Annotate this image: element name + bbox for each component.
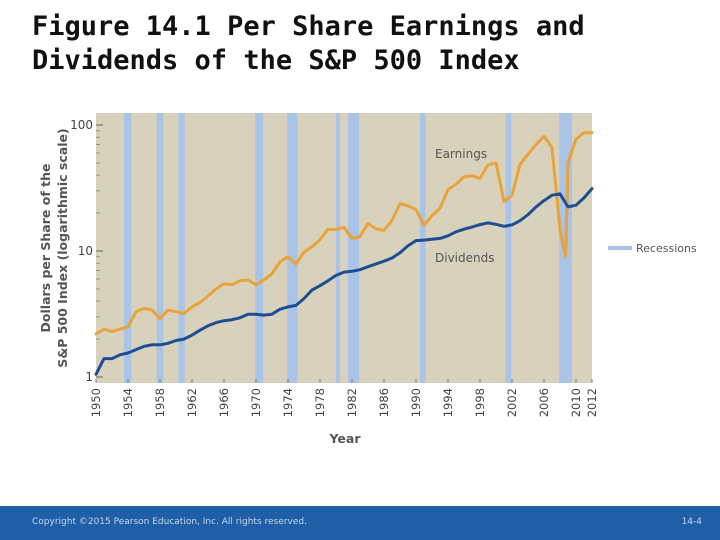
x-tick-label: 1974 [281,388,295,417]
recession-band [124,113,132,383]
y-tick-label: 100 [70,118,93,132]
x-axis-label: Year [329,431,362,446]
y-axis: 1 10 100 [70,118,103,384]
x-tick-label: 1990 [409,388,423,417]
recession-band [156,113,164,383]
series-line-dividends [94,187,594,376]
x-tick-label: 1966 [217,388,231,417]
footer-bar: Copyright ©2015 Pearson Education, Inc. … [0,506,720,540]
x-tick-label: 1970 [249,388,263,417]
x-tick-label: 1982 [345,388,359,417]
copyright-notice: Copyright ©2015 Pearson Education, Inc. … [32,517,307,527]
recession-band [505,113,512,383]
legend: Recessions [608,242,697,255]
page-number: 14-4 [681,517,702,527]
legend-label: Recessions [636,242,697,255]
slide-title: Figure 14.1 Per Share Earnings and Divid… [32,11,585,76]
series-line-earnings [94,131,594,336]
recession-band [178,113,185,383]
recession-band [348,113,360,383]
x-tick-label: 2012 [585,388,599,417]
x-tick-label: 1994 [441,388,455,417]
series-label-earnings: Earnings [435,147,487,161]
x-tick-label: 1958 [153,388,167,417]
x-tick-label: 2006 [537,388,551,417]
series-lines [94,131,594,376]
x-tick-label: 1986 [377,388,391,417]
x-tick-label: 1954 [121,388,135,417]
recession-band [336,113,340,383]
recession-band [420,113,426,383]
y-axis-label: Dollars per Share of the S&P 500 Index (l… [38,128,70,367]
x-tick-label: 1962 [185,388,199,417]
x-tick-label: 1978 [313,388,327,417]
x-tick-label: 2010 [569,388,583,417]
y-tick-label: 1 [85,370,93,384]
x-axis: 1950 1954 1958 1962 1966 1970 1974 1978 1982 1986… [89,379,599,417]
x-tick-label: 1950 [89,388,103,417]
x-tick-label: 1998 [473,388,487,417]
series-label-dividends: Dividends [435,251,494,265]
x-tick-label: 2002 [505,388,519,417]
recession-band [287,113,298,383]
series-labels: Earnings Dividends [435,147,494,265]
recession-band [255,113,264,383]
y-tick-label: 10 [78,244,93,258]
